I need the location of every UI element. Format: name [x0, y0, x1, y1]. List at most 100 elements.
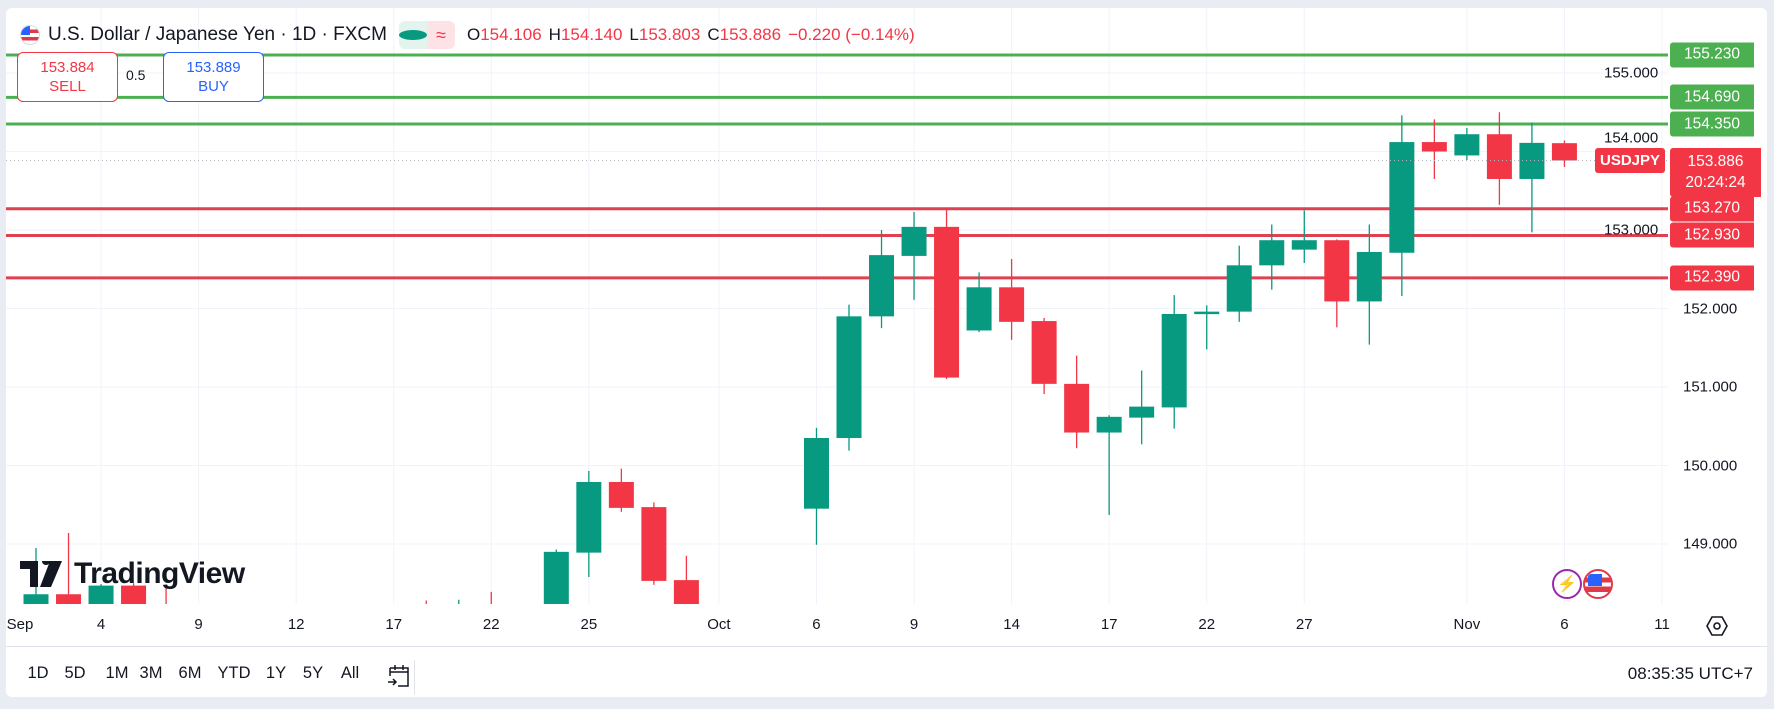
candle-up	[23, 594, 49, 604]
candle-up	[576, 481, 602, 553]
go-to-date-icon[interactable]	[386, 662, 412, 690]
price-axis-label: 151.000	[1683, 378, 1738, 396]
candle-down	[1324, 240, 1350, 302]
candle-up	[869, 255, 895, 317]
candle-down	[608, 481, 634, 508]
range-button-1m[interactable]: 1M	[105, 664, 129, 682]
clock-timezone[interactable]: 08:35:35 UTC+7	[1627, 664, 1753, 683]
chart-panel: U.S. Dollar / Japanese Yen · 1D · FXCM ≈…	[6, 8, 1767, 697]
sell-label: SELL	[49, 78, 86, 95]
last-price-value: 153.886	[1687, 153, 1744, 171]
candle-up	[1096, 416, 1122, 433]
date-axis-label: Sep	[6, 616, 34, 633]
candle-up	[901, 226, 927, 256]
date-axis-label: 22	[482, 616, 500, 633]
price-axis-label: 152.000	[1683, 300, 1738, 317]
lightning-event-icon[interactable]: ⚡	[1552, 569, 1582, 599]
low-label: L	[629, 25, 639, 44]
candle-up	[88, 585, 114, 604]
date-axis-label: 17	[385, 616, 403, 633]
spread-value: 0.5	[126, 67, 146, 83]
symbol-price-tag: USDJPY	[1595, 147, 1665, 173]
candle-up	[1259, 240, 1285, 266]
last-price-label: 153.886 20:24:24	[1670, 147, 1761, 197]
tradingview-logo-icon	[20, 561, 62, 587]
candle-up	[1291, 240, 1317, 250]
level-price-tag: 153.270	[1670, 196, 1754, 222]
ohlc-values: O154.106 H154.140 L153.803 C153.886 −0.2…	[467, 25, 915, 45]
candle-up	[803, 438, 829, 509]
range-button-1y[interactable]: 1Y	[265, 664, 287, 682]
buy-price: 153.889	[186, 59, 241, 76]
open-label: O	[466, 25, 481, 44]
high-label: H	[548, 25, 561, 44]
candle-up	[1226, 265, 1252, 312]
date-axis-label: Oct	[707, 616, 731, 633]
candle-down	[56, 594, 82, 604]
chart-header: U.S. Dollar / Japanese Yen · 1D · FXCM ≈…	[20, 18, 915, 52]
range-button-1d[interactable]: 1D	[27, 664, 49, 682]
change-value: −0.220 (−0.14%)	[788, 25, 915, 44]
candle-up	[1389, 142, 1415, 253]
bar-countdown: 20:24:24	[1685, 174, 1746, 192]
candle-down	[1064, 383, 1090, 433]
candle-up	[966, 287, 992, 331]
status-pill[interactable]: ≈	[398, 21, 455, 49]
us-economic-event-icon[interactable]	[1583, 569, 1613, 599]
high-value: 154.140	[560, 25, 623, 44]
candle-down	[1551, 143, 1577, 161]
price-chart[interactable]	[6, 8, 1668, 604]
toolbar-separator	[414, 660, 415, 694]
candle-up	[543, 551, 569, 604]
buy-button[interactable]: 153.889 BUY	[163, 52, 264, 102]
usd-jpy-flag-icon	[20, 25, 40, 45]
candle-up	[1194, 311, 1220, 315]
range-button-3m[interactable]: 3M	[139, 664, 163, 682]
level-price-tag: 154.350	[1670, 111, 1754, 137]
date-axis-label: 11	[1654, 616, 1670, 633]
candle-down	[999, 287, 1025, 322]
price-axis-label: 154.000	[1604, 129, 1659, 147]
buy-label: BUY	[198, 78, 229, 95]
range-button-5d[interactable]: 5D	[64, 664, 86, 682]
sell-price: 153.884	[40, 59, 95, 76]
candle-up	[1519, 142, 1545, 179]
candle-down	[934, 226, 960, 378]
date-axis-label: Nov	[1453, 616, 1481, 633]
range-button-6m[interactable]: 6M	[178, 664, 202, 682]
level-price-tag: 154.690	[1670, 84, 1754, 110]
price-axis-label: 149.000	[1683, 535, 1738, 553]
level-price-tag: 155.230	[1670, 42, 1754, 68]
market-open-icon	[398, 21, 427, 49]
range-button-5y[interactable]: 5Y	[302, 664, 324, 682]
sell-button[interactable]: 153.884 SELL	[17, 52, 118, 102]
candle-down	[1421, 142, 1447, 152]
date-axis-label: 22	[1198, 616, 1216, 633]
date-axis-label: 14	[1003, 616, 1020, 633]
candle-down	[121, 585, 147, 604]
range-button-all[interactable]: All	[340, 664, 360, 682]
low-value: 153.803	[638, 25, 701, 44]
date-axis-label: 6	[1560, 616, 1569, 633]
date-axis-label: 12	[287, 616, 305, 633]
date-axis-label: 17	[1100, 616, 1118, 633]
close-label: C	[707, 25, 720, 44]
candle-down	[673, 580, 699, 604]
open-value: 154.106	[480, 25, 542, 44]
price-axis-label: 155.000	[1604, 64, 1659, 82]
symbol-title[interactable]: U.S. Dollar / Japanese Yen · 1D · FXCM	[48, 24, 387, 45]
date-axis-label: 6	[812, 616, 821, 633]
candle-up	[1161, 313, 1187, 408]
price-axis-label: 150.000	[1683, 457, 1738, 474]
settings-hexagon-icon[interactable]	[1705, 614, 1729, 638]
candle-up	[836, 316, 862, 439]
delayed-data-icon: ≈	[426, 21, 455, 49]
date-axis-label: 27	[1295, 616, 1313, 633]
range-button-ytd[interactable]: YTD	[217, 664, 251, 682]
candle-up	[1129, 406, 1155, 418]
price-axis-label: 153.000	[1604, 221, 1659, 239]
candle-down	[1031, 321, 1057, 384]
date-axis-label: 9	[909, 616, 919, 633]
candle-up	[1454, 134, 1480, 156]
date-axis-label: 4	[96, 616, 106, 633]
